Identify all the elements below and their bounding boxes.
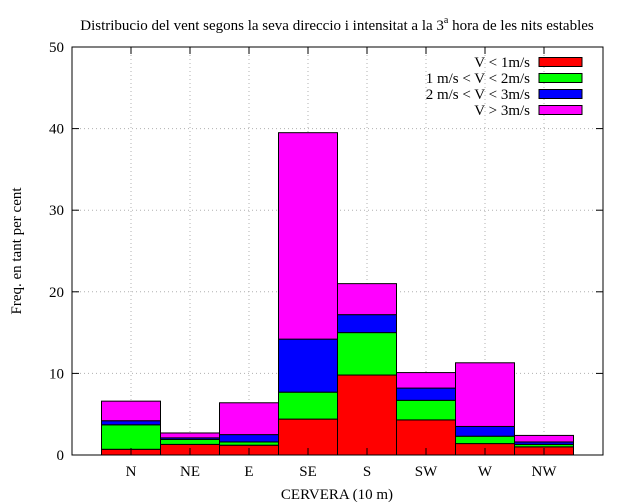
y-axis-ticks: 0 10 20 30 40 50	[49, 40, 603, 464]
legend-swatch	[538, 89, 583, 99]
bar-segment	[396, 399, 456, 421]
chart-title-rest: hora de les nits estables	[448, 18, 594, 34]
bar-segment	[396, 372, 456, 389]
x-tick-label: NE	[180, 464, 200, 480]
bar-segment	[337, 314, 397, 334]
legend-swatch	[538, 73, 583, 83]
legend-label: V < 1m/s	[474, 55, 530, 71]
x-axis-ticks: N NE E SE S SW W NW	[126, 47, 558, 480]
chart-title-main: Distribucio del vent segons la seva dire…	[80, 18, 444, 34]
legend-label: 1 m/s < V < 2m/s	[426, 71, 530, 87]
y-tick-label: 10	[49, 366, 64, 382]
bar-segment	[278, 391, 338, 420]
x-tick-label: E	[244, 464, 253, 480]
bar-segment	[337, 374, 397, 456]
x-tick-label: N	[126, 464, 137, 480]
bar-segment	[101, 420, 161, 426]
bar-segment	[455, 425, 515, 437]
legend-swatch	[538, 105, 583, 115]
plot-frame	[71, 46, 604, 456]
legend-swatch	[538, 57, 583, 67]
x-tick-label: S	[363, 464, 371, 480]
x-tick-label: SW	[415, 464, 438, 480]
bar-segment	[278, 338, 338, 393]
bar-segment	[455, 435, 515, 445]
legend-label: 2 m/s < V < 3m/s	[426, 87, 530, 103]
bar-segment	[337, 283, 397, 316]
bar-segment	[396, 387, 456, 401]
y-tick-label: 40	[49, 122, 64, 138]
y-tick-label: 50	[49, 40, 64, 56]
bar-segment	[219, 402, 279, 436]
bar-segment	[101, 400, 161, 422]
bar-segment	[160, 432, 220, 439]
x-tick-label: W	[478, 464, 493, 480]
y-axis-label: Freq. en tant per cent	[9, 187, 25, 315]
legend: V < 1m/s1 m/s < V < 2m/s2 m/s < V < 3m/s…	[426, 55, 583, 119]
y-tick-label: 30	[49, 203, 64, 219]
y-tick-label: 20	[49, 285, 64, 301]
bar-segment	[337, 332, 397, 376]
chart-title: Distribucio del vent segons la seva dire…	[80, 15, 594, 34]
chart-title-superscript: a	[444, 15, 449, 26]
x-tick-label: SE	[299, 464, 317, 480]
x-axis-label: CERVERA (10 m)	[281, 487, 393, 503]
bar-segment	[455, 362, 515, 427]
bar-segment	[160, 438, 220, 445]
y-tick-label: 0	[57, 448, 65, 464]
bar-segment	[101, 424, 161, 450]
bar-segment	[278, 132, 338, 340]
legend-label: V > 3m/s	[474, 103, 530, 119]
bar-segment	[514, 434, 574, 443]
x-tick-label: NW	[532, 464, 558, 480]
bars	[101, 132, 574, 456]
bar-segment	[219, 434, 279, 443]
